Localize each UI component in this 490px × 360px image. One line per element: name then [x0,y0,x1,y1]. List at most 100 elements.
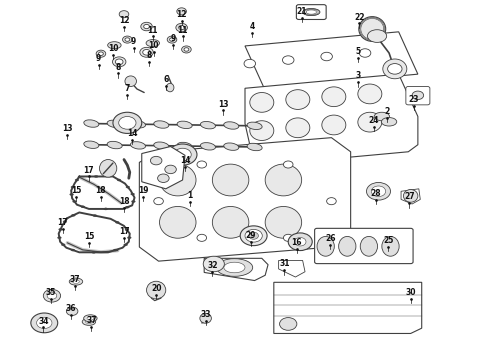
Ellipse shape [322,115,346,135]
Ellipse shape [141,22,152,31]
Ellipse shape [154,142,169,149]
Ellipse shape [382,237,399,256]
Text: 11: 11 [177,26,188,35]
Ellipse shape [140,48,153,57]
Ellipse shape [125,38,130,41]
Polygon shape [245,74,418,166]
Ellipse shape [358,84,382,104]
Polygon shape [245,32,418,88]
Text: 33: 33 [200,310,211,319]
Ellipse shape [99,159,117,177]
Ellipse shape [167,36,177,43]
Ellipse shape [73,280,79,283]
Ellipse shape [245,229,262,242]
Ellipse shape [327,198,336,205]
Ellipse shape [131,193,135,195]
Text: 8: 8 [147,51,151,60]
Text: 28: 28 [370,189,381,198]
Text: 11: 11 [147,26,158,35]
Text: 37: 37 [69,275,80,284]
Text: 34: 34 [38,317,49,326]
Text: 9: 9 [171,34,175,43]
Text: 15: 15 [71,186,81,195]
Ellipse shape [108,42,121,49]
Text: 32: 32 [207,261,218,270]
Text: 3: 3 [355,71,361,80]
Ellipse shape [216,259,253,276]
Ellipse shape [200,143,216,150]
Ellipse shape [98,52,103,55]
Ellipse shape [125,76,137,86]
Ellipse shape [212,164,249,196]
Ellipse shape [122,36,132,43]
Ellipse shape [37,317,52,329]
Ellipse shape [339,237,356,256]
Ellipse shape [265,207,302,238]
Ellipse shape [73,201,76,203]
Ellipse shape [368,30,387,42]
Ellipse shape [249,232,258,239]
Ellipse shape [84,141,99,148]
Ellipse shape [367,183,391,200]
Ellipse shape [72,214,75,216]
Ellipse shape [212,207,249,238]
Text: 36: 36 [66,304,76,313]
Ellipse shape [317,237,334,256]
Ellipse shape [166,83,174,92]
Ellipse shape [107,120,122,127]
Polygon shape [279,260,305,277]
Ellipse shape [93,215,97,217]
Polygon shape [142,147,185,189]
Ellipse shape [115,221,119,224]
Ellipse shape [117,179,121,181]
Text: 18: 18 [96,186,106,195]
Ellipse shape [160,207,196,238]
Ellipse shape [200,121,216,129]
Ellipse shape [374,112,390,121]
Ellipse shape [75,179,79,181]
Text: 17: 17 [57,218,68,227]
Ellipse shape [250,121,274,140]
Text: 6: 6 [163,75,169,84]
Ellipse shape [224,122,239,129]
Ellipse shape [288,233,312,251]
Text: 9: 9 [131,37,136,46]
Ellipse shape [286,118,310,138]
Ellipse shape [104,208,108,210]
Ellipse shape [359,49,371,57]
Ellipse shape [388,64,402,74]
Ellipse shape [113,57,126,67]
Ellipse shape [168,144,197,165]
Ellipse shape [71,186,75,188]
Text: 29: 29 [245,231,256,240]
Polygon shape [204,258,268,280]
Text: 20: 20 [151,284,161,293]
Ellipse shape [130,121,146,128]
Text: 23: 23 [409,95,419,104]
Ellipse shape [294,238,306,246]
Ellipse shape [154,121,169,128]
Polygon shape [401,189,420,204]
Text: 27: 27 [404,193,415,202]
Ellipse shape [115,59,123,65]
Text: 25: 25 [383,236,393,245]
Ellipse shape [94,175,98,177]
Text: 5: 5 [355,47,361,56]
Ellipse shape [360,237,377,256]
Ellipse shape [383,59,407,79]
Ellipse shape [125,206,129,208]
Ellipse shape [131,201,135,203]
Text: 12: 12 [176,10,187,19]
Ellipse shape [124,244,127,246]
Text: 10: 10 [148,41,159,50]
FancyBboxPatch shape [406,86,430,105]
Ellipse shape [283,161,293,168]
Ellipse shape [31,313,58,333]
Ellipse shape [146,40,160,47]
Ellipse shape [66,307,78,315]
Ellipse shape [126,186,130,188]
Ellipse shape [381,118,397,126]
Ellipse shape [87,316,94,320]
Ellipse shape [247,122,262,130]
Ellipse shape [47,292,57,299]
